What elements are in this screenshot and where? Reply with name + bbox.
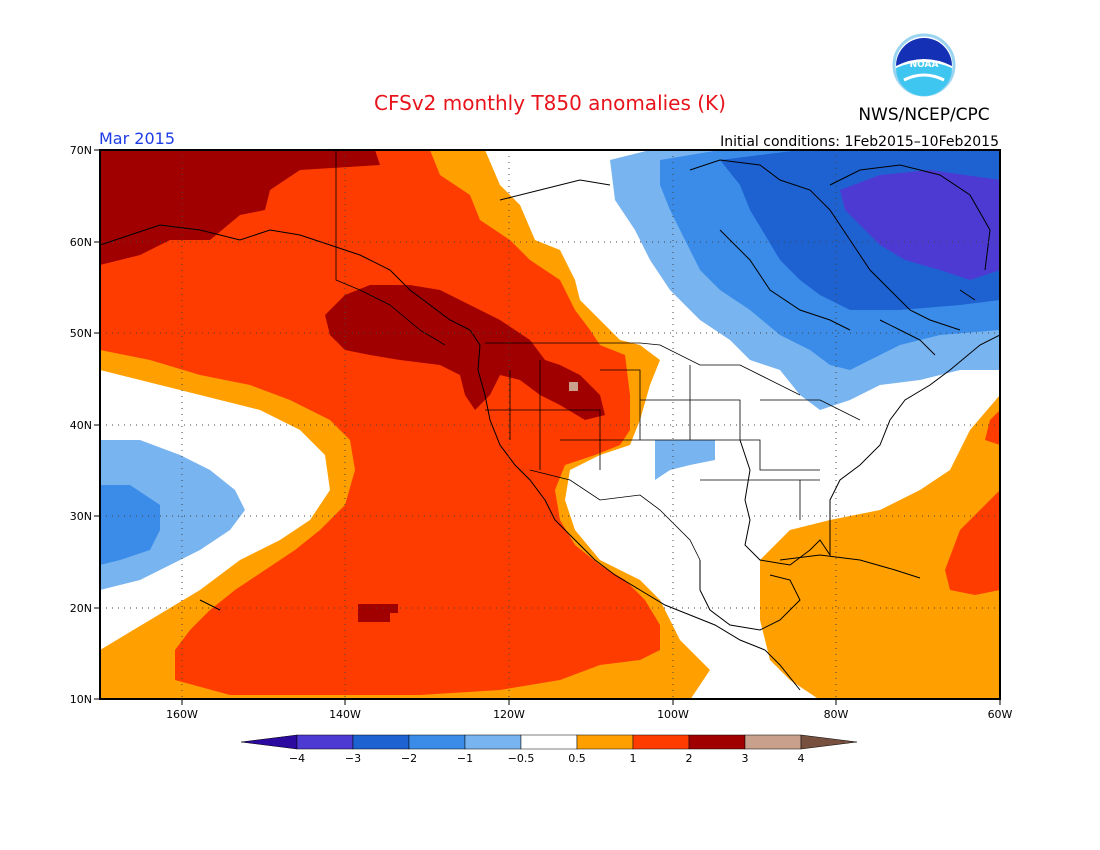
colorbar-segment [408,734,466,750]
anomaly-cell-tan [569,382,578,391]
anomaly-region-lightblue-us [655,440,715,480]
colorbar-label: 3 [742,752,749,765]
colorbar-label: 4 [798,752,805,765]
colorbar: −4 −3 −2 −1 −0.5 0.5 1 2 3 4 [240,734,858,765]
latitude-labels: 70N 60N 50N 40N 30N 20N 10N [70,144,92,706]
colorbar-arrow-low [240,734,298,750]
colorbar-label: −3 [345,752,361,765]
lon-label: 80W [824,708,849,721]
lon-label: 100W [657,708,689,721]
coastlines [100,159,1000,691]
lat-label: 50N [70,327,92,340]
anomaly-region-blue-pacific [100,485,160,565]
colorbar-arrow-high [800,734,858,750]
colorbar-segment [576,734,634,750]
anomaly-region-darkblue-east [840,170,1000,280]
graticule [100,150,1000,699]
lat-label: 70N [70,144,92,157]
anomaly-region-darkred-canada [325,285,605,420]
anomaly-region-red-atlantic [945,490,1000,595]
forecast-month: Mar 2015 [99,129,175,148]
colorbar-segment [520,734,578,750]
noaa-logo: NOAA [892,33,956,97]
colorbar-label: 2 [686,752,693,765]
initial-conditions: Initial conditions: 1Feb2015–10Feb2015 [720,134,999,150]
lon-label: 140W [329,708,361,721]
figure-title: CFSv2 monthly T850 anomalies (K) [374,91,726,115]
colorbar-segment [464,734,522,750]
anomaly-region-darkred-alaska [100,150,380,265]
lat-label: 40N [70,419,92,432]
anomaly-field [100,150,1000,699]
anomaly-region-orange-atlantic [760,395,1000,699]
political-borders [335,150,861,561]
colorbar-segment [352,734,410,750]
lon-label: 60W [988,708,1013,721]
colorbar-segment [296,734,354,750]
lon-label: 160W [166,708,198,721]
colorbar-segment [632,734,690,750]
colorbar-label: −0.5 [508,752,535,765]
lon-label: 120W [493,708,525,721]
axis-ticks [94,149,1001,705]
colorbar-label: 0.5 [568,752,586,765]
colorbar-label: 1 [630,752,637,765]
organization-label: NWS/NCEP/CPC [858,105,989,125]
lat-label: 10N [70,693,92,706]
lat-label: 60N [70,236,92,249]
lat-label: 30N [70,510,92,523]
colorbar-segment [688,734,746,750]
anomaly-region-red-west [100,150,660,695]
anomaly-region-red-atlantic-north [985,410,1000,445]
colorbar-segment [744,734,802,750]
noaa-logo-text: NOAA [910,60,939,70]
colorbar-label: −4 [289,752,305,765]
colorbar-label: −2 [401,752,417,765]
lat-label: 20N [70,602,92,615]
longitude-labels: 160W 140W 120W 100W 80W 60W [166,708,1012,721]
colorbar-label: −1 [457,752,473,765]
